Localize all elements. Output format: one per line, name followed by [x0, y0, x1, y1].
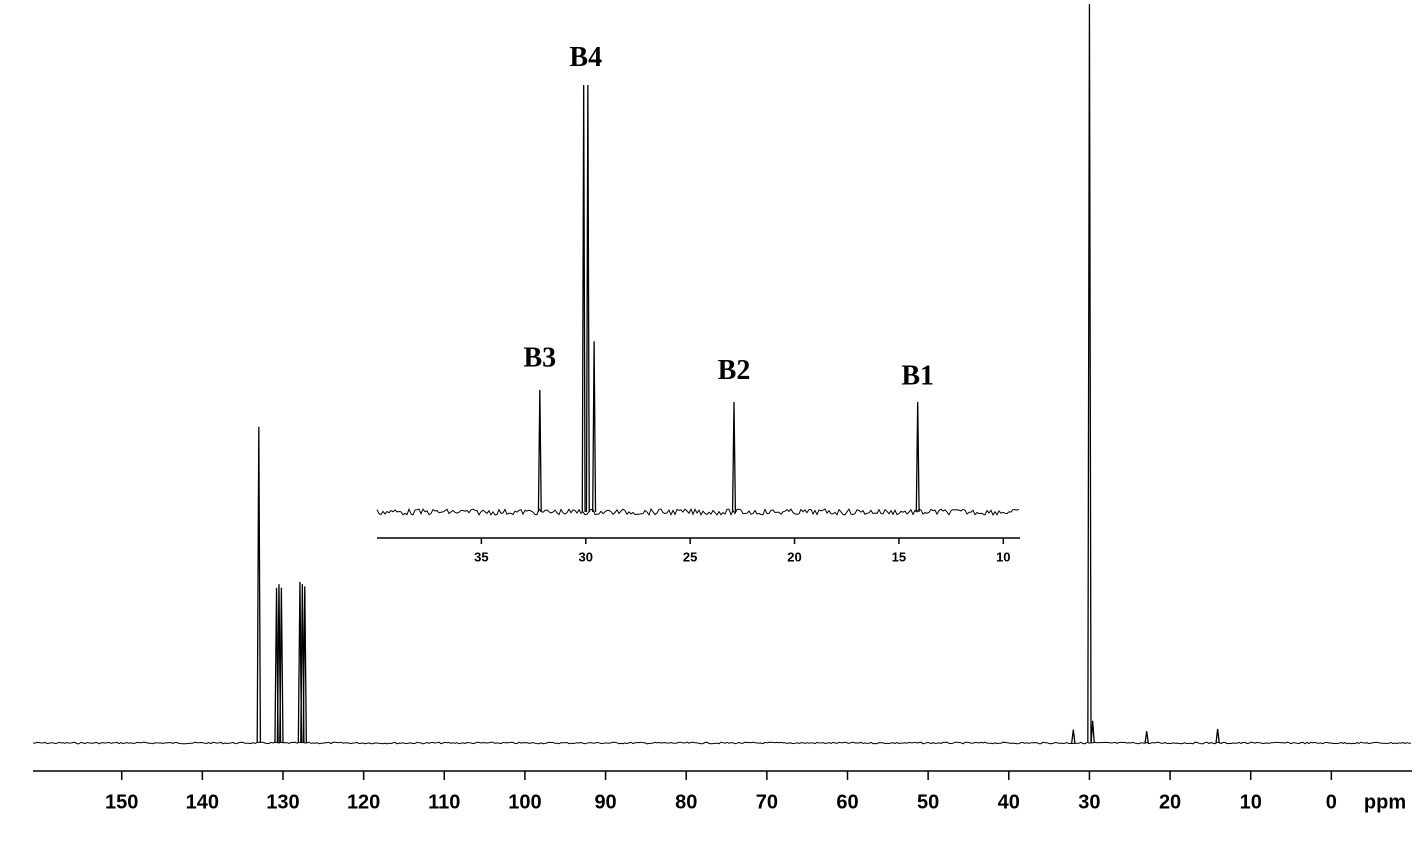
peak: [256, 426, 262, 744]
x-tick-label: 10: [1240, 791, 1262, 813]
peak-label: B1: [901, 360, 934, 391]
x-tick-label: 30: [1078, 791, 1100, 813]
peak: [581, 84, 586, 513]
x-tick-label: 40: [998, 791, 1020, 813]
peak: [1090, 720, 1095, 744]
peak: [592, 341, 597, 513]
x-tick-label: 30: [579, 549, 593, 564]
peak: [1144, 731, 1149, 744]
peak: [279, 587, 284, 744]
x-tick-label: 0: [1326, 791, 1337, 813]
x-tick-label: 10: [996, 549, 1010, 564]
peak: [302, 586, 308, 744]
x-tick-label: 25: [683, 549, 697, 564]
x-axis-label: ppm: [1364, 791, 1406, 813]
peak-label: B3: [523, 342, 556, 373]
x-tick-label: 50: [917, 791, 939, 813]
x-tick-label: 110: [428, 791, 460, 813]
x-tick-label: 120: [347, 791, 380, 813]
x-tick-label: 90: [594, 791, 616, 813]
peak: [1087, 3, 1092, 744]
x-tick-label: 60: [836, 791, 858, 813]
peak-label: B2: [718, 355, 751, 386]
x-tick-label: 35: [474, 549, 488, 564]
peak: [915, 401, 920, 513]
x-tick-label: 20: [787, 549, 801, 564]
x-tick-label: 15: [892, 549, 906, 564]
x-tick-label: 20: [1159, 791, 1181, 813]
peak: [537, 389, 542, 513]
x-tick-label: 150: [105, 791, 138, 813]
x-tick-label: 80: [675, 791, 697, 813]
peak: [585, 84, 590, 513]
peak: [1215, 728, 1220, 744]
x-tick-label: 130: [266, 791, 299, 813]
baseline: [376, 507, 1020, 517]
peak: [1071, 729, 1076, 744]
x-tick-label: 140: [186, 791, 219, 813]
peak-label: B4: [569, 42, 602, 73]
x-tick-label: 100: [508, 791, 541, 813]
peak: [731, 401, 737, 513]
baseline: [32, 741, 1412, 745]
x-tick-label: 70: [756, 791, 778, 813]
